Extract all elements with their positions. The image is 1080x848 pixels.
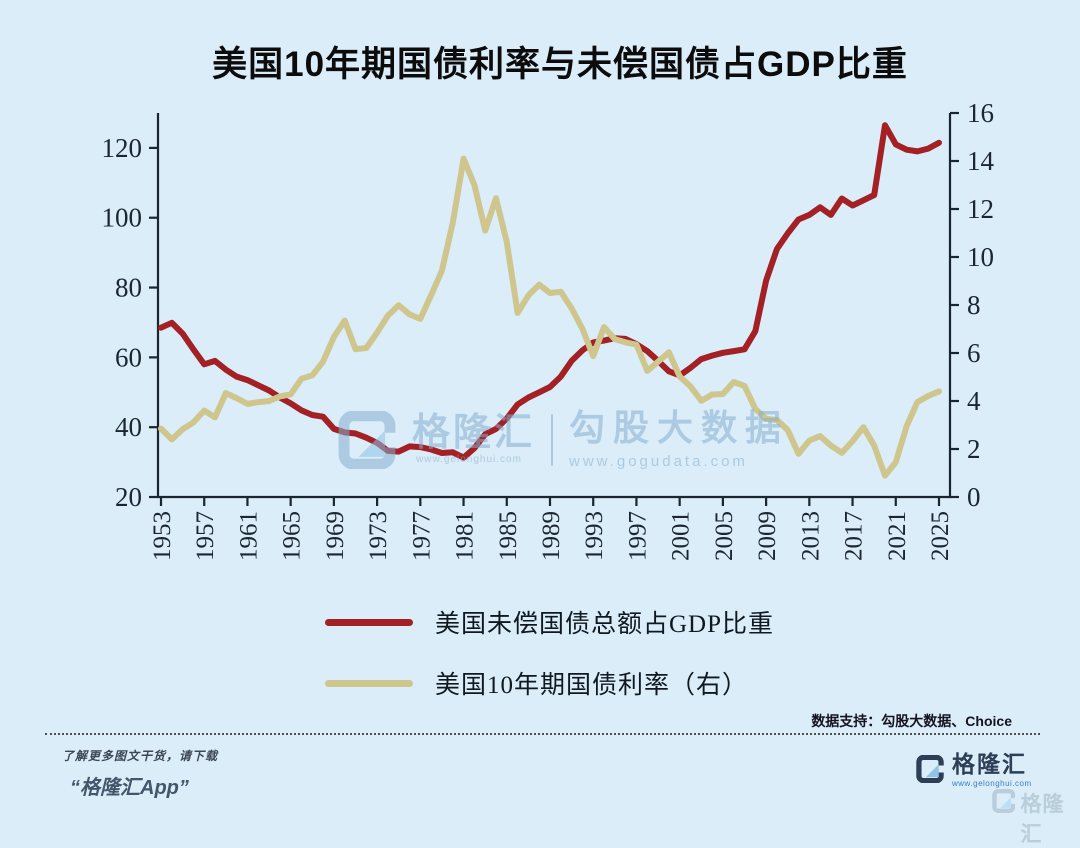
svg-text:1969: 1969 [322,511,349,561]
svg-text:1985: 1985 [495,511,522,561]
svg-text:1957: 1957 [192,511,219,561]
svg-text:20: 20 [115,482,142,512]
svg-text:6: 6 [967,338,981,368]
svg-text:1953: 1953 [149,511,176,561]
infographic-page: { "page": {"background": "#DAEDF8"}, "ti… [45,45,1064,846]
data-source-note: 数据支持：勾股大数据、Choice [811,713,1012,729]
svg-text:10: 10 [967,242,994,272]
svg-text:2013: 2013 [797,511,824,561]
legend-label-debt-gdp: 美国未偿国债总额占GDP比重 [435,611,775,638]
svg-text:12: 12 [967,194,994,224]
svg-text:2009: 2009 [754,511,781,561]
svg-text:2001: 2001 [668,511,695,561]
line-chart: 20 40 60 80 100 120 0 2 4 6 8 10 12 14 16 1953 1957 1961 1… [102,98,995,561]
svg-text:80: 80 [115,273,142,303]
svg-text:120: 120 [102,133,143,163]
svg-text:2017: 2017 [841,511,868,561]
svg-text:14: 14 [967,146,995,176]
gelonghui-logo-icon [916,755,944,783]
svg-text:1981: 1981 [452,511,479,561]
svg-text:2025: 2025 [927,511,954,561]
svg-text:1997: 1997 [624,511,651,561]
legend-label-10y-yield: 美国10年期国债利率（右） [435,672,749,699]
chart-title: 美国10年期国债利率与未偿国债占GDP比重 [212,45,908,84]
svg-text:1977: 1977 [408,511,435,561]
watermark-corner: 格隆汇 [992,788,1080,848]
brand-name: 格隆汇 [952,751,1027,777]
svg-text:1961: 1961 [235,511,262,561]
svg-text:2: 2 [967,434,981,464]
legend-line-tan [325,679,413,687]
svg-text:60: 60 [115,342,142,372]
svg-text:16: 16 [967,98,994,128]
svg-text:0: 0 [967,482,981,512]
svg-text:2005: 2005 [711,511,738,561]
chart-legend: 美国未偿国债总额占GDP比重 美国10年期国债利率（右） [325,604,774,701]
gelonghui-brand-lockup: 格隆汇 www.gelonghui.com [916,753,1032,788]
svg-text:4: 4 [967,386,981,416]
svg-text:1965: 1965 [279,511,306,561]
svg-text:1989: 1989 [538,511,565,561]
legend-item-10y-yield: 美国10年期国债利率（右） [325,665,774,701]
legend-line-red [325,618,413,626]
brand-url: www.gelonghui.com [952,779,1032,788]
svg-text:1973: 1973 [365,511,392,561]
svg-text:8: 8 [967,290,981,320]
svg-text:40: 40 [115,412,142,442]
footer-divider [45,733,1040,735]
legend-item-debt-gdp: 美国未偿国债总额占GDP比重 [325,604,774,640]
svg-text:1993: 1993 [581,511,608,561]
corner-brand-text: 格隆汇 [1020,793,1065,846]
promo-line2: “格隆汇App” [70,777,189,799]
gelonghui-logo-icon [992,788,1015,814]
app-promo: 了解更多图文干货，请下载 “格隆汇App” [62,747,218,800]
svg-text:100: 100 [102,203,143,233]
svg-text:2021: 2021 [884,511,911,561]
promo-line1: 了解更多图文干货，请下载 [62,749,219,763]
